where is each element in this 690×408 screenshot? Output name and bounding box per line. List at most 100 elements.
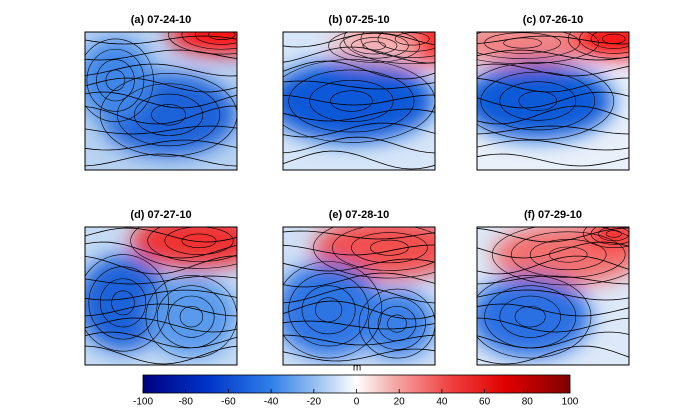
contour (288, 273, 369, 347)
streamline (85, 331, 237, 349)
contour (181, 32, 237, 50)
contour (85, 38, 154, 122)
contour (168, 295, 215, 338)
streamline (477, 331, 629, 349)
anomaly-blob (477, 275, 591, 359)
contour (99, 278, 147, 328)
streamline (85, 125, 237, 135)
anomaly-blob (130, 227, 237, 269)
streamline (85, 227, 237, 243)
colorbar-tick-label: -40 (264, 397, 279, 408)
streamline (477, 289, 629, 301)
streamline (85, 91, 237, 109)
contour (529, 239, 607, 271)
streamline (85, 303, 237, 317)
streamline (477, 275, 629, 285)
contour (208, 32, 236, 40)
contour (387, 314, 407, 333)
contour (499, 81, 577, 121)
contour (368, 297, 426, 350)
streamline (477, 35, 629, 45)
streamline (477, 153, 629, 167)
streamline (85, 105, 237, 125)
streamline (85, 139, 237, 151)
streamline (283, 46, 435, 64)
contour (358, 288, 435, 359)
streamline (85, 289, 237, 301)
streamline (283, 60, 435, 80)
map-panel (477, 32, 629, 170)
map-frame (476, 31, 630, 171)
contour (394, 32, 430, 46)
contour (330, 90, 373, 112)
contour (377, 32, 435, 52)
streamline (85, 63, 237, 77)
streamline (283, 80, 435, 90)
contour (147, 227, 237, 262)
contour (194, 32, 237, 45)
contour (151, 104, 187, 126)
anomaly-blob (85, 38, 154, 122)
contour (332, 227, 435, 271)
streamline (85, 345, 237, 365)
colorbar-tick-label: 20 (394, 397, 406, 408)
streamline (477, 49, 629, 61)
contour (301, 285, 356, 335)
contour (283, 261, 383, 359)
contour (351, 37, 398, 55)
map-frame (282, 31, 436, 171)
map-panel (283, 227, 435, 365)
streamline (477, 125, 629, 135)
streamline (283, 108, 435, 122)
map-frame (84, 31, 238, 171)
streamline (85, 153, 237, 167)
anomaly-blob (283, 261, 382, 359)
streamline (283, 300, 435, 320)
contour (309, 80, 394, 123)
contour (288, 69, 415, 133)
map-frame (282, 226, 436, 366)
colorbar-tick-label: 100 (562, 397, 579, 408)
contour (567, 32, 629, 59)
colorbar-tick-label: 0 (354, 397, 360, 408)
anomaly-field (85, 227, 237, 359)
map-panel (85, 32, 237, 170)
streamline (477, 139, 629, 151)
contour (514, 306, 546, 328)
contour (130, 227, 237, 269)
contour (315, 297, 343, 323)
anomaly-blob (283, 59, 435, 143)
streamline (85, 317, 237, 333)
panel-title: (e) 07-28-10 (329, 209, 390, 221)
contour (168, 32, 237, 55)
streamline (283, 348, 435, 362)
contour (605, 230, 622, 238)
colorbar-tick-label: -60 (221, 397, 236, 408)
streamline (283, 136, 435, 154)
streamline (477, 317, 629, 333)
streamline (85, 275, 237, 285)
map-panel (85, 227, 237, 365)
anomaly-blob (568, 32, 629, 59)
contour (328, 32, 421, 63)
streamline (85, 255, 237, 275)
streamline (477, 227, 629, 243)
colorbar-tick-label: 60 (479, 397, 491, 408)
panel-title: (c) 07-26-10 (523, 14, 584, 26)
streamline (477, 303, 629, 317)
colorbar-tick-label: -80 (178, 397, 193, 408)
colorbar-label: m (353, 363, 361, 374)
contour (96, 59, 135, 102)
map-panel (283, 32, 435, 170)
contour (179, 306, 204, 328)
contour (480, 71, 596, 131)
streamline (283, 272, 435, 288)
colorbar-tick-label: -100 (133, 397, 153, 408)
panel-title: (f) 07-29-10 (524, 209, 582, 221)
colorbar-tick-label: 80 (522, 397, 534, 408)
streamline (283, 244, 435, 256)
contour (134, 93, 204, 136)
streamline (477, 105, 629, 125)
streamline (85, 35, 237, 45)
